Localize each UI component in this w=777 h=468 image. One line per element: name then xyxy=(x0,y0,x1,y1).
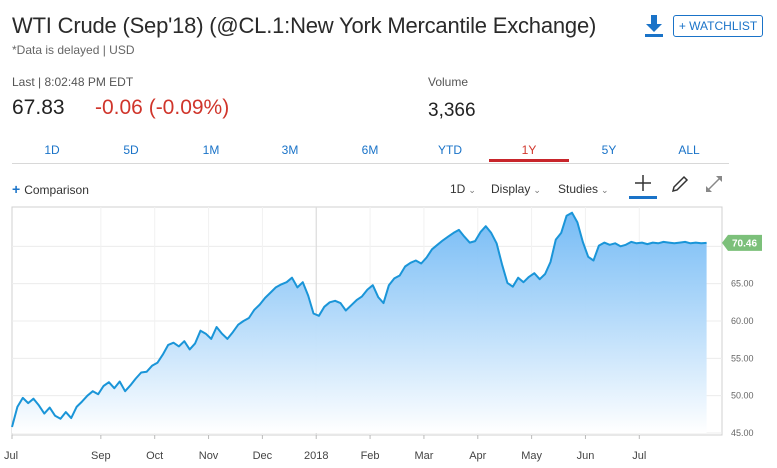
comparison-button[interactable]: + Comparison xyxy=(12,181,89,197)
x-tick-label: May xyxy=(521,450,542,462)
current-value-badge xyxy=(722,234,762,251)
volume-value: 3,366 xyxy=(428,100,476,121)
tab-5d[interactable]: 5D xyxy=(123,143,139,157)
x-tick-label: Oct xyxy=(146,450,163,462)
volume-label: Volume xyxy=(428,75,469,89)
display-label: Display xyxy=(491,182,531,196)
x-tick-label: Nov xyxy=(199,450,219,462)
x-tick-label: Apr xyxy=(469,450,486,462)
x-tick-label: Jul xyxy=(632,450,646,462)
last-price: 67.83 xyxy=(12,96,65,119)
chevron-down-icon: ⌄ xyxy=(468,185,476,195)
range-tabs: 1D 5D 1M 3M 6M YTD 1Y 5Y ALL xyxy=(12,141,729,164)
x-tick-label: Mar xyxy=(414,450,433,462)
y-tick-label: 45.00 xyxy=(731,428,754,438)
pencil-icon[interactable] xyxy=(668,172,692,196)
tab-1y[interactable]: 1Y xyxy=(489,141,569,162)
instrument-title: WTI Crude (Sep'18) (@CL.1:New York Merca… xyxy=(12,13,597,38)
x-tick-label: 2018 xyxy=(304,450,328,462)
interval-label: 1D xyxy=(450,182,466,196)
interval-dropdown[interactable]: 1D ⌄ xyxy=(450,182,476,196)
studies-dropdown[interactable]: Studies ⌄ xyxy=(558,182,609,196)
last-trade-label: Last | 8:02:48 PM EDT xyxy=(12,75,134,89)
watchlist-button[interactable]: + WATCHLIST xyxy=(673,15,763,37)
current-value-label: 70.46 xyxy=(732,238,757,249)
x-tick-label: Feb xyxy=(361,450,380,462)
y-tick-label: 60.00 xyxy=(731,316,754,326)
price-change: -0.06 (-0.09%) xyxy=(95,96,230,119)
expand-icon[interactable] xyxy=(702,172,726,196)
price-line xyxy=(11,211,707,428)
tab-6m[interactable]: 6M xyxy=(361,143,379,157)
x-tick-label: Sep xyxy=(91,450,111,462)
crosshair-icon[interactable] xyxy=(629,172,657,199)
chevron-down-icon: ⌄ xyxy=(601,185,609,195)
x-tick-label: Jul xyxy=(4,450,18,462)
x-tick-label: Dec xyxy=(253,450,273,462)
comparison-label: Comparison xyxy=(24,183,89,197)
tab-1m[interactable]: 1M xyxy=(202,143,220,157)
x-tick-label: Jun xyxy=(577,450,595,462)
price-area xyxy=(12,212,707,433)
tab-ytd[interactable]: YTD xyxy=(438,143,462,157)
delayed-note: *Data is delayed | USD xyxy=(12,43,135,57)
chevron-down-icon: ⌄ xyxy=(533,185,541,195)
tab-3m[interactable]: 3M xyxy=(281,143,299,157)
y-tick-label: 55.00 xyxy=(731,353,754,363)
download-icon[interactable] xyxy=(644,14,664,38)
display-dropdown[interactable]: Display ⌄ xyxy=(491,182,541,196)
tab-1d[interactable]: 1D xyxy=(44,143,60,157)
y-tick-label: 65.00 xyxy=(731,279,754,289)
studies-label: Studies xyxy=(558,182,599,196)
plus-icon: + xyxy=(12,181,21,197)
tab-all[interactable]: ALL xyxy=(678,143,700,157)
y-tick-label: 50.00 xyxy=(731,391,754,401)
tab-5y[interactable]: 5Y xyxy=(601,143,617,157)
